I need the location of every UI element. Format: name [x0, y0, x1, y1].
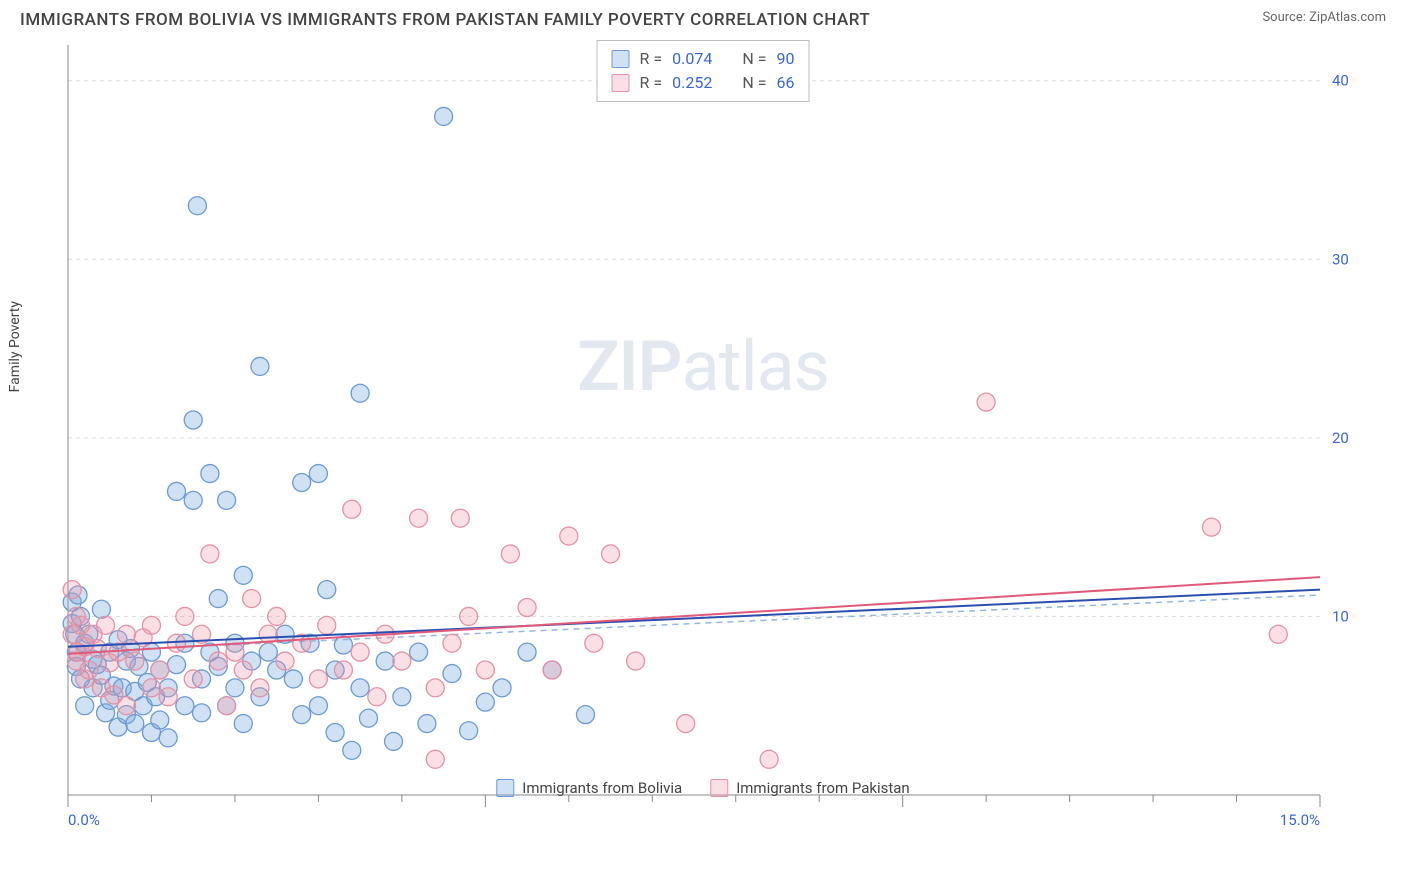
r-label: R =	[640, 71, 663, 95]
r-value: 0.074	[672, 47, 712, 71]
svg-text:40.0%: 40.0%	[1332, 72, 1350, 90]
correlation-row: R = 0.074 N = 90	[612, 47, 795, 71]
svg-text:20.0%: 20.0%	[1332, 429, 1350, 447]
r-value: 0.252	[672, 71, 712, 95]
n-label: N =	[742, 71, 766, 95]
chart-title: IMMIGRANTS FROM BOLIVIA VS IMMIGRANTS FR…	[20, 10, 870, 30]
legend-item: Immigrants from Bolivia	[496, 779, 682, 797]
chart-container: Family Poverty 10.0%20.0%30.0%40.0%0.0%1…	[20, 35, 1386, 825]
legend-label: Immigrants from Bolivia	[522, 779, 682, 797]
legend-label: Immigrants from Pakistan	[736, 779, 910, 797]
legend-item: Immigrants from Pakistan	[710, 779, 910, 797]
scatter-chart: 10.0% 20.0% 30.0% 40.0% 0.0% 15.0%	[20, 35, 1350, 825]
correlation-row: R = 0.252 N = 66	[612, 71, 795, 95]
n-value: 90	[776, 47, 794, 71]
legend-swatch	[496, 779, 514, 797]
r-label: R =	[640, 47, 663, 71]
legend-swatch	[612, 74, 630, 92]
legend-swatch	[612, 50, 630, 68]
svg-text:0.0%: 0.0%	[68, 811, 100, 825]
source-link[interactable]: ZipAtlas.com	[1309, 10, 1386, 25]
svg-text:10.0%: 10.0%	[1332, 607, 1350, 625]
svg-text:15.0%: 15.0%	[1280, 811, 1320, 825]
n-value: 66	[776, 71, 794, 95]
legend-swatch	[710, 779, 728, 797]
correlation-legend: R = 0.074 N = 90 R = 0.252 N = 66	[597, 40, 810, 102]
series-legend: Immigrants from Bolivia Immigrants from P…	[496, 779, 909, 797]
source-label: Source: ZipAtlas.com	[1262, 10, 1386, 25]
y-axis-label: Family Poverty	[7, 301, 23, 392]
n-label: N =	[742, 47, 766, 71]
svg-text:30.0%: 30.0%	[1332, 250, 1350, 268]
